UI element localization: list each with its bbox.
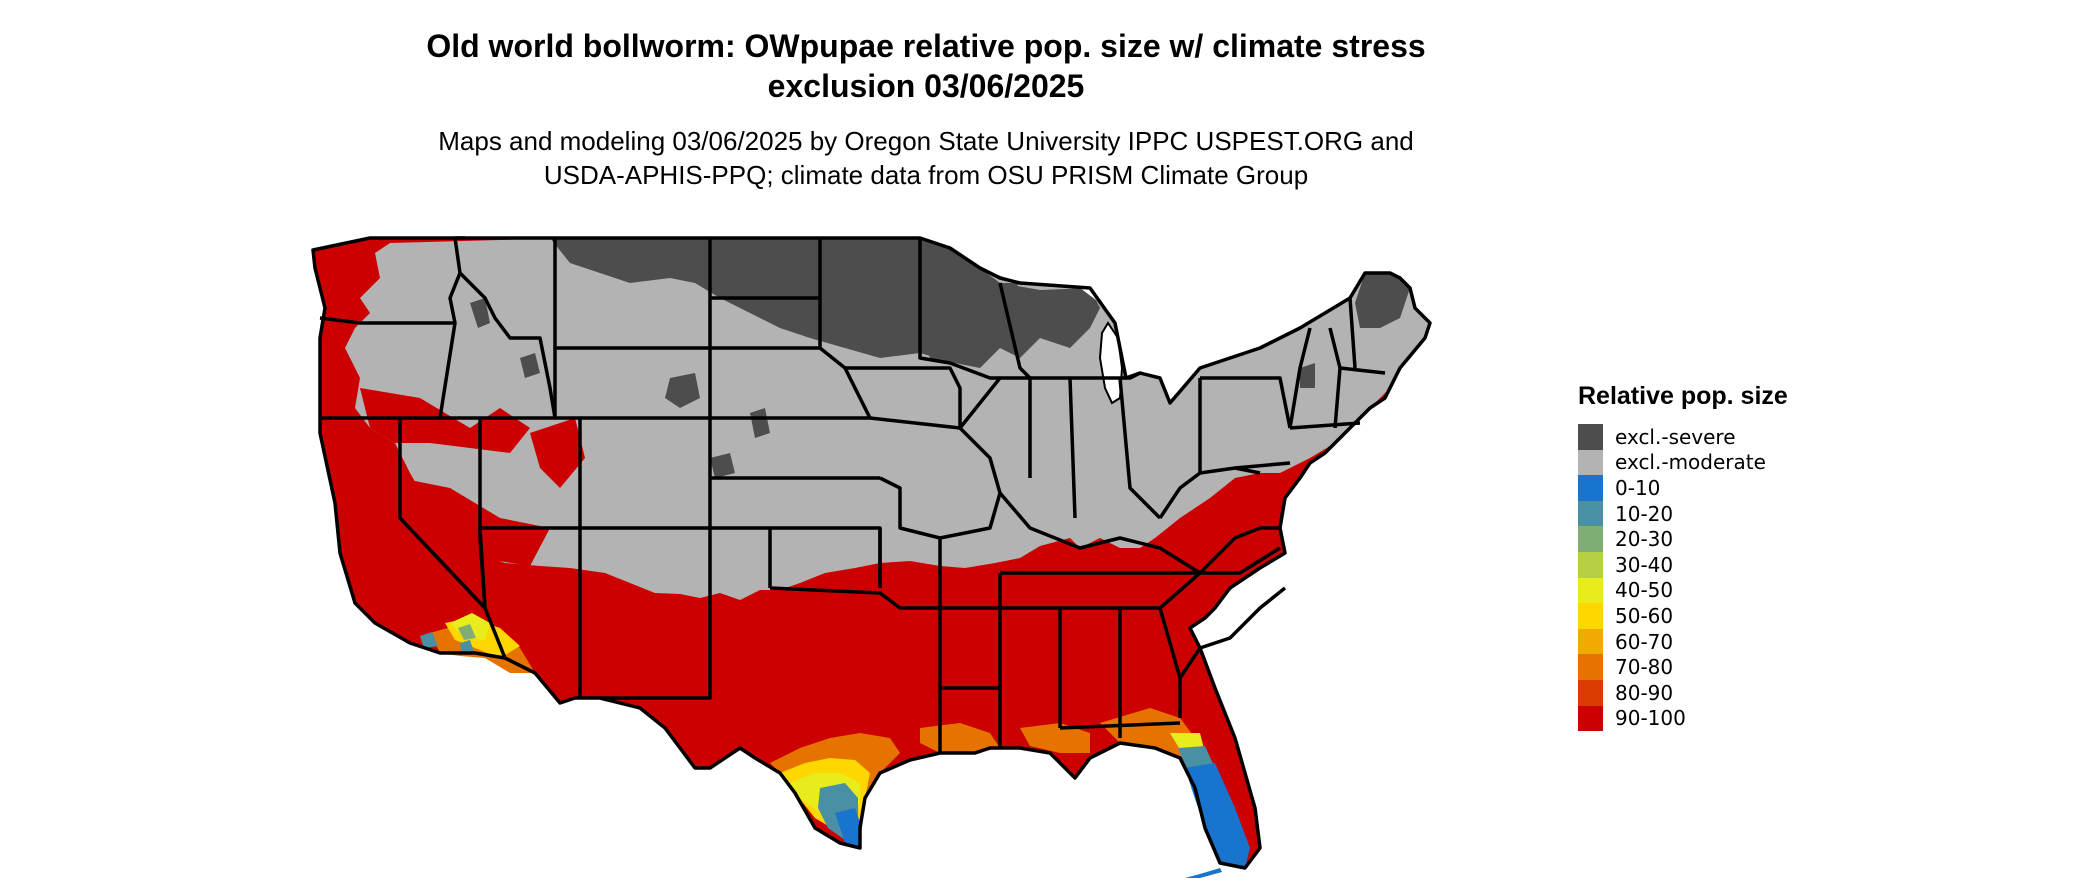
legend-swatch xyxy=(1578,705,1603,732)
legend-swatch xyxy=(1578,449,1603,476)
excl-severe-maine xyxy=(1355,273,1410,328)
legend-label: excl.-severe xyxy=(1615,424,1736,449)
legend-label: 30-40 xyxy=(1615,552,1674,577)
legend-swatch xyxy=(1578,526,1603,552)
legend-title: Relative pop. size xyxy=(1578,382,1788,410)
legend-label: excl.-moderate xyxy=(1615,450,1766,475)
legend-swatch xyxy=(1578,654,1603,680)
legend-item: 30-40 xyxy=(1578,551,1788,578)
legend-label: 60-70 xyxy=(1615,629,1674,654)
legend-item: excl.-severe xyxy=(1578,424,1788,450)
legend-swatch xyxy=(1578,424,1603,450)
red-intrusion-south xyxy=(400,478,550,566)
legend-swatch xyxy=(1578,475,1603,501)
legend-item: 40-50 xyxy=(1578,577,1788,604)
mississippi-coast-orange xyxy=(1020,723,1090,753)
map-subtitle-line-1: Maps and modeling 03/06/2025 by Oregon S… xyxy=(438,126,1414,156)
desert-teal xyxy=(420,632,474,653)
florida-orange xyxy=(1100,708,1195,758)
legend-label: 0-10 xyxy=(1615,475,1661,500)
legend-swatch xyxy=(1578,551,1603,578)
legend-item: 50-60 xyxy=(1578,603,1788,629)
legend: Relative pop. size excl.-severe excl.-mod… xyxy=(1578,380,1788,732)
legend-label: 80-90 xyxy=(1615,680,1674,705)
legend-item: 60-70 xyxy=(1578,628,1788,655)
desert-green xyxy=(458,624,476,640)
map-title: Old world bollworm: OWpupae relative pop… xyxy=(0,26,1852,106)
excl-severe-minnesota xyxy=(920,238,1020,363)
florida-blue xyxy=(1185,763,1250,868)
legend-items: excl.-severe excl.-moderate 0-10 10-20 20-30… xyxy=(1578,424,1788,732)
legend-item: 90-100 xyxy=(1578,705,1788,732)
legend-label: 10-20 xyxy=(1615,501,1674,526)
legend-item: 10-20 xyxy=(1578,500,1788,527)
red-intrusion-west xyxy=(360,388,530,453)
legend-label: 50-60 xyxy=(1615,603,1674,628)
legend-label: 20-30 xyxy=(1615,527,1674,552)
map-title-line-1: Old world bollworm: OWpupae relative pop… xyxy=(426,28,1426,64)
texas-coast-blue xyxy=(835,808,862,848)
florida-keys xyxy=(1185,868,1222,878)
legend-item: 80-90 xyxy=(1578,679,1788,706)
legend-item: 70-80 xyxy=(1578,654,1788,680)
legend-swatch xyxy=(1578,679,1603,706)
legend-label: 40-50 xyxy=(1615,578,1674,603)
excl-severe-north-plains xyxy=(550,238,1000,368)
legend-label: 90-100 xyxy=(1615,706,1686,731)
us-map xyxy=(311,236,1432,878)
red-intrusion-utah xyxy=(530,418,585,488)
legend-swatch xyxy=(1578,500,1603,527)
excl-severe-wisconsin xyxy=(990,283,1100,358)
map-subtitle-line-2: USDA-APHIS-PPQ; climate data from OSU PR… xyxy=(543,160,1309,190)
legend-item: 0-10 xyxy=(1578,475,1788,501)
legend-swatch xyxy=(1578,628,1603,655)
legend-swatch xyxy=(1578,577,1603,604)
legend-label: 70-80 xyxy=(1615,655,1674,680)
legend-swatch xyxy=(1578,603,1603,629)
map-title-line-2: exclusion 03/06/2025 xyxy=(767,68,1085,104)
legend-item: 20-30 xyxy=(1578,526,1788,552)
map-subtitle: Maps and modeling 03/06/2025 by Oregon S… xyxy=(0,124,1852,192)
state-borders xyxy=(311,236,1432,870)
legend-item: excl.-moderate xyxy=(1578,449,1788,476)
